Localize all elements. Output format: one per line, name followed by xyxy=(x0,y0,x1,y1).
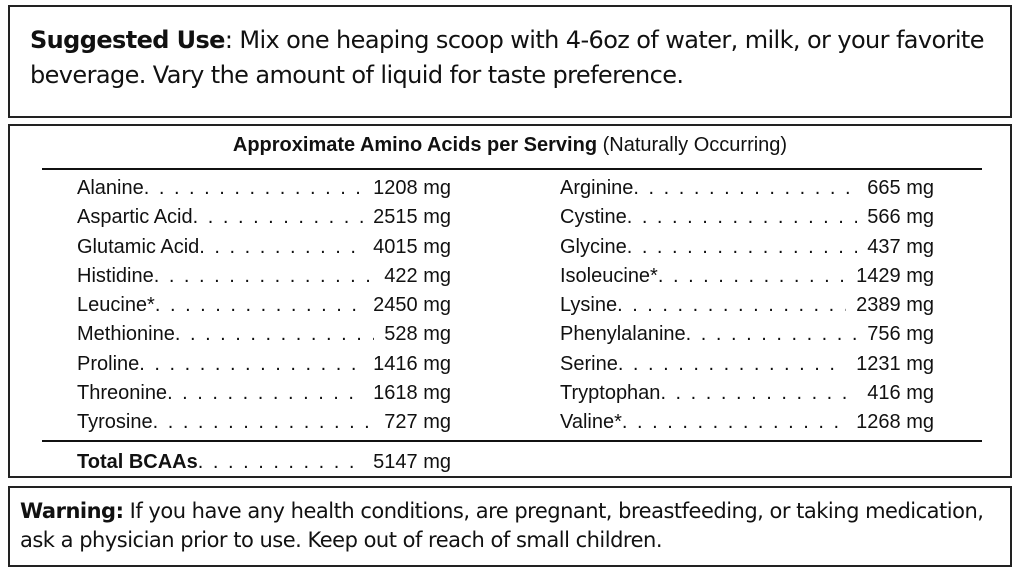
dot-leader xyxy=(175,320,374,349)
warning-box: Warning: If you have any health conditio… xyxy=(8,486,1012,567)
amino-row: Total BCAAs 5147 mg xyxy=(77,448,451,477)
amino-name: Tryptophan xyxy=(560,381,661,404)
warning-text: If you have any health conditions, are p… xyxy=(20,499,984,552)
dot-leader xyxy=(167,379,363,408)
amino-name: Isoleucine* xyxy=(560,264,658,287)
amino-name: Histidine xyxy=(77,264,154,287)
amino-amount: 528 mg xyxy=(384,323,451,346)
dot-leader xyxy=(622,408,846,437)
dot-leader xyxy=(618,350,846,379)
amino-name: Phenylalanine xyxy=(560,323,686,346)
amino-row: Serine 1231 mg xyxy=(560,350,934,379)
amino-amount: 756 mg xyxy=(867,323,934,346)
amino-name: Proline xyxy=(77,352,140,375)
dot-leader xyxy=(660,379,857,408)
dot-leader xyxy=(617,291,846,320)
amino-name: Glutamic Acid xyxy=(77,235,200,258)
amino-name: Aspartic Acid xyxy=(77,206,193,229)
amino-name: Serine xyxy=(560,352,618,375)
amino-row: Glycine 437 mg xyxy=(560,233,934,262)
suggested-use-label: Suggested Use xyxy=(30,26,225,54)
amino-amount: 4015 mg xyxy=(373,235,451,258)
dot-leader xyxy=(139,350,363,379)
table-heading: Approximate Amino Acids per Serving (Nat… xyxy=(10,134,1010,157)
warning-label: Warning: xyxy=(20,499,124,523)
amino-amount: 5147 mg xyxy=(373,451,451,473)
amino-row: Alanine 1208 mg xyxy=(77,174,451,203)
dot-leader xyxy=(633,174,857,203)
dot-leader xyxy=(627,233,858,262)
amino-row: Phenylalanine 756 mg xyxy=(560,320,934,349)
amino-name: Total BCAAs xyxy=(77,451,198,473)
dot-leader xyxy=(658,262,846,291)
table-title: Approximate Amino Acids per Serving xyxy=(232,134,598,156)
amino-amount: 727 mg xyxy=(384,411,451,433)
amino-row: Cystine 566 mg xyxy=(560,203,934,232)
amino-row: Threonine 1618 mg xyxy=(77,379,451,408)
suggested-use-box: Suggested Use: Mix one heaping scoop wit… xyxy=(8,5,1012,118)
amino-row: Tryptophan 416 mg xyxy=(560,379,934,408)
amino-row: Tyrosine 727 mg xyxy=(77,408,451,437)
amino-amount: 2515 mg xyxy=(373,206,451,229)
total-row: Total BCAAs 5147 mg xyxy=(77,448,451,477)
amino-amount: 566 mg xyxy=(867,206,934,229)
amino-name: Leucine* xyxy=(77,294,155,316)
dot-leader xyxy=(198,448,363,477)
dot-leader xyxy=(153,408,375,437)
amino-row: Glutamic Acid 4015 mg xyxy=(77,233,451,262)
dot-leader xyxy=(686,320,858,349)
left-column: Alanine 1208 mg Aspartic Acid 2515 mg Glutam… xyxy=(77,174,451,437)
amino-amount: 1416 mg xyxy=(373,352,451,375)
amino-row: Proline 1416 mg xyxy=(77,350,451,379)
amino-amount: 2389 mg xyxy=(856,294,934,316)
dot-leader xyxy=(199,233,363,262)
table-subtitle: (Naturally Occurring) xyxy=(602,134,788,156)
dot-leader xyxy=(144,174,363,203)
amino-amount: 2450 mg xyxy=(373,294,451,316)
right-column: Arginine 665 mg Cystine 566 mg Glycine 437 mg… xyxy=(560,174,934,437)
amino-name: Glycine xyxy=(560,235,627,258)
amino-name: Valine* xyxy=(560,411,622,433)
amino-amount: 437 mg xyxy=(867,235,934,258)
rule xyxy=(42,440,982,442)
amino-name: Lysine xyxy=(560,294,618,316)
amino-row: Aspartic Acid 2515 mg xyxy=(77,203,451,232)
dot-leader xyxy=(155,291,363,320)
amino-table: Approximate Amino Acids per Serving (Nat… xyxy=(8,124,1012,478)
amino-row: Valine* 1268 mg xyxy=(560,408,934,437)
amino-row: Isoleucine* 1429 mg xyxy=(560,262,934,291)
amino-amount: 416 mg xyxy=(867,381,934,404)
amino-row: Histidine 422 mg xyxy=(77,262,451,291)
amino-amount: 1231 mg xyxy=(856,352,934,375)
amino-name: Methionine xyxy=(77,323,175,346)
amino-amount: 1429 mg xyxy=(856,264,934,287)
amino-amount: 1268 mg xyxy=(856,411,934,433)
dot-leader xyxy=(627,203,858,232)
amino-name: Alanine xyxy=(77,177,144,199)
amino-amount: 1618 mg xyxy=(373,381,451,404)
amino-row: Leucine* 2450 mg xyxy=(77,291,451,320)
amino-amount: 422 mg xyxy=(384,264,451,287)
dot-leader xyxy=(193,203,364,232)
rule xyxy=(42,168,982,170)
amino-row: Lysine 2389 mg xyxy=(560,291,934,320)
amino-name: Arginine xyxy=(560,177,634,199)
amino-name: Cystine xyxy=(560,206,627,229)
amino-name: Tyrosine xyxy=(77,411,153,433)
amino-name: Threonine xyxy=(77,381,168,404)
amino-amount: 1208 mg xyxy=(373,177,451,199)
amino-row: Methionine 528 mg xyxy=(77,320,451,349)
dot-leader xyxy=(154,262,375,291)
amino-row: Arginine 665 mg xyxy=(560,174,934,203)
amino-amount: 665 mg xyxy=(867,177,934,199)
suggested-use-text: : Mix one heaping scoop with 4-6oz of wa… xyxy=(30,26,985,89)
